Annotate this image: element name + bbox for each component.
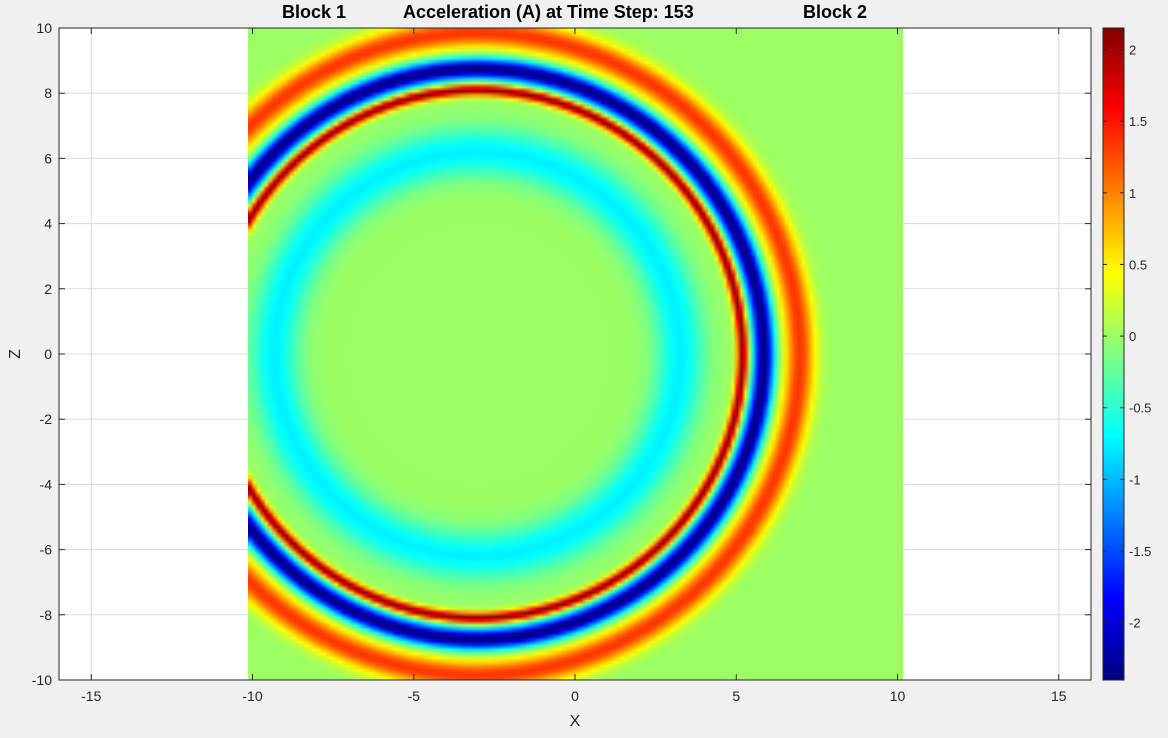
colorbar-tick-label: -1 — [1129, 472, 1141, 487]
acceleration-field — [248, 28, 903, 680]
colorbar-tick-label: -1.5 — [1129, 544, 1151, 559]
x-tick-label: -10 — [242, 688, 262, 704]
y-tick-label: 6 — [44, 150, 52, 166]
x-tick-label: -15 — [81, 688, 101, 704]
block-2-label: Block 2 — [803, 2, 868, 22]
colorbar — [1102, 27, 1125, 681]
colorbar-ticks: 2 1.5 1 0.5 0 -0.5 -1 -1.5 -2 — [1103, 42, 1151, 631]
x-tick-label: 5 — [732, 688, 740, 704]
y-tick-label: -10 — [32, 672, 52, 688]
x-axis-label: X — [570, 713, 581, 730]
y-tick-label: -4 — [40, 476, 53, 492]
block-1-label: Block 1 — [282, 2, 347, 22]
colorbar-tick-label: -0.5 — [1129, 401, 1151, 416]
x-tick-label: -5 — [408, 688, 421, 704]
y-tick-label: -8 — [40, 607, 53, 623]
y-tick-label: 4 — [44, 216, 52, 232]
colorbar-tick-label: 2 — [1129, 42, 1136, 57]
axis-ticks: -15 -10 -5 0 5 10 15 10 8 6 4 2 0 -2 -4 -6 -8 -10 — [32, 20, 1091, 704]
x-tick-label: 15 — [1051, 688, 1067, 704]
colorbar-tick-label: 1.5 — [1129, 114, 1147, 129]
colorbar-tick-label: 0 — [1129, 329, 1136, 344]
y-tick-label: -6 — [40, 542, 53, 558]
x-tick-label: 10 — [890, 688, 906, 704]
y-tick-label: 8 — [44, 85, 52, 101]
y-tick-label: -2 — [40, 411, 53, 427]
y-axis-label: Z — [7, 349, 24, 359]
chart-title: Acceleration (A) at Time Step: 153 — [403, 2, 694, 22]
y-tick-label: 0 — [44, 346, 52, 362]
colorbar-tick-label: 0.5 — [1129, 257, 1147, 272]
y-tick-label: 10 — [36, 20, 52, 36]
x-tick-label: 0 — [571, 688, 579, 704]
y-tick-label: 2 — [44, 281, 52, 297]
colorbar-tick-label: 1 — [1129, 186, 1136, 201]
colorbar-tick-label: -2 — [1129, 616, 1141, 631]
